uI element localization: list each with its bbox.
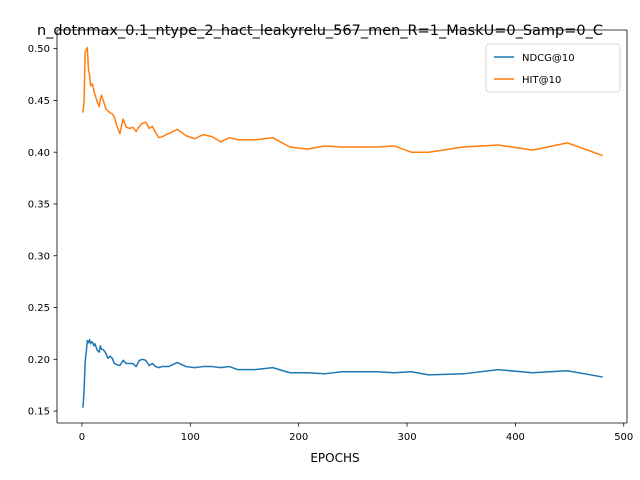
plot-area: 0 100 200 300 400 500 0.15 0.20 0.25 0.30 0.35 0.40… [28,29,633,443]
chart-title: n_dotnmax_0.1_ntype_2_hact_leakyrelu_567… [37,23,603,39]
y-tick-label: 0.40 [28,148,50,159]
x-tick-label: 200 [289,432,308,443]
y-tick-label: 0.25 [28,303,50,314]
legend-label: HIT@10 [522,75,561,86]
y-tick-label: 0.45 [28,96,50,107]
y-tick-label: 0.15 [28,407,50,418]
x-tick-label: 500 [614,432,633,443]
x-tick-label: 0 [79,432,85,443]
x-tick-label: 100 [181,432,200,443]
legend: NDCG@10 HIT@10 [485,43,621,93]
legend-box [485,43,621,93]
y-tick-label: 0.35 [28,200,50,211]
y-tick-label: 0.50 [28,44,50,55]
x-axis-label: EPOCHS [310,451,359,465]
series-line-hit-10 [82,46,604,157]
y-tick-label: 0.20 [28,355,50,366]
x-tick-label: 300 [397,432,416,443]
y-tick-label: 0.30 [28,251,50,262]
legend-label: NDCG@10 [522,53,575,64]
series-line-ndcg-10 [82,338,603,408]
x-tick-label: 400 [506,432,525,443]
